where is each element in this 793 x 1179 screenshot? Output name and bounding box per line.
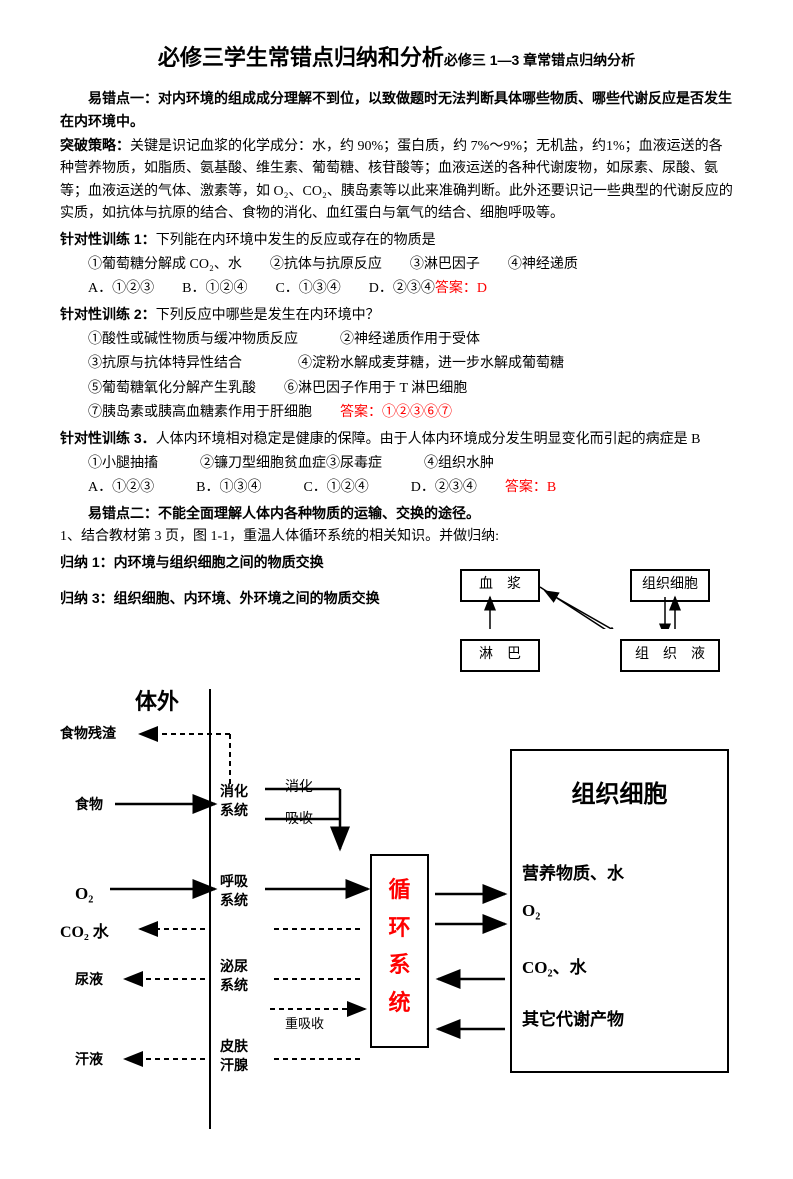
circulation-system-text: 循 环 系 统	[372, 871, 427, 1021]
tissue-cell-title: 组织细胞	[512, 776, 727, 814]
skin-sweat-label: 皮肤 汗腺	[220, 1039, 248, 1075]
training-1-question: 下列能在内环境中发生的反应或存在的物质是	[156, 233, 436, 248]
urinary-system-label: 泌尿 系统	[220, 959, 248, 995]
sweat-label: 汗液	[75, 1050, 103, 1072]
error-point-2-line1: 1、结合教材第 3 页，图 1-1，重温人体循环系统的相关知识。并做归纳:	[60, 526, 733, 548]
training-3-options: ①小腿抽搐 ②镰刀型细胞贫血症③尿毒症 ④组织水肿	[60, 453, 733, 475]
training-1-choices: A．①②③ B．①②④ C．①③④ D．②③④	[88, 281, 435, 296]
strategy-text: 关键是识记血浆的化学成分：水，约 90%；蛋白质，约 7%～9%；无机盐，约1%…	[60, 139, 733, 221]
error-point-2-header: 易错点二：不能全面理解人体内各种物质的运输、交换的途径。	[60, 502, 733, 524]
material-exchange-diagram: 血 浆 组织细胞 淋 巴 组 织 液 体外	[60, 619, 733, 1139]
tissue-cell-box: 组织细胞	[630, 569, 710, 601]
training-3-choices: A．①②③ B．①③④ C．①②④ D．②③④	[88, 480, 477, 495]
training-1: 针对性训练 1：下列能在内环境中发生的反应或存在的物质是	[60, 228, 733, 252]
tissue-cell-big-box: 组织细胞 营养物质、水 O₂ CO₂、水 其它代谢产物	[510, 749, 729, 1073]
training-3-label: 针对性训练 3．	[60, 430, 156, 446]
training-2-label: 针对性训练 2：	[60, 306, 156, 322]
training-2-opt1: ①酸性或碱性物质与缓冲物质反应 ②神经递质作用于受体	[60, 329, 733, 351]
strategy-label: 突破策略：	[60, 137, 130, 153]
plasma-box: 血 浆	[460, 569, 540, 601]
outside-label: 体外	[135, 684, 179, 719]
o2-right-label: O₂	[522, 897, 727, 924]
other-products-label: 其它代谢产物	[522, 1006, 727, 1033]
title-sub: 必修三 1—3 章常错点归纳分析	[444, 52, 635, 68]
absorb-label: 吸收	[285, 809, 313, 831]
digest-label: 消化	[285, 777, 313, 799]
training-3-question: 人体内环境相对稳定是健康的保障。由于人体内环境成分发生明显变化而引起的病症是 B	[156, 432, 701, 447]
training-2-opt4: ⑦胰岛素或胰高血糖素作用于肝细胞	[88, 405, 312, 420]
title-main: 必修三学生常错点归纳和分析	[158, 45, 444, 70]
tissue-fluid-box: 组 织 液	[620, 639, 720, 671]
o2-label: O₂	[75, 880, 93, 907]
nutrients-label: 营养物质、水	[522, 860, 727, 887]
training-1-options: ①葡萄糖分解成 CO₂、水 ②抗体与抗原反应 ③淋巴因子 ④神经递质	[60, 254, 733, 276]
training-1-choices-line: A．①②③ B．①②④ C．①③④ D．②③④答案：D	[60, 278, 733, 300]
training-2-question: 下列反应中哪些是发生在内环境中？	[156, 308, 380, 323]
training-2-opt2: ③抗原与抗体特异性结合 ④淀粉水解成麦芽糖，进一步水解成葡萄糖	[60, 353, 733, 375]
food-label: 食物	[75, 795, 103, 817]
training-2: 针对性训练 2：下列反应中哪些是发生在内环境中？	[60, 303, 733, 327]
training-3: 针对性训练 3．人体内环境相对稳定是健康的保障。由于人体内环境成分发生明显变化而…	[60, 427, 733, 451]
page-title: 必修三学生常错点归纳和分析必修三 1—3 章常错点归纳分析	[60, 40, 733, 75]
strategy-paragraph: 突破策略：关键是识记血浆的化学成分：水，约 90%；蛋白质，约 7%～9%；无机…	[60, 134, 733, 226]
urine-label: 尿液	[75, 970, 103, 992]
circulation-system-box: 循 环 系 统	[370, 854, 429, 1048]
reabsorb-label: 重吸收	[285, 1014, 324, 1035]
training-1-answer: 答案：D	[435, 281, 487, 296]
training-2-opt4-line: ⑦胰岛素或胰高血糖素作用于肝细胞 答案：①②③⑥⑦	[60, 402, 733, 424]
respiration-system-label: 呼吸 系统	[220, 874, 248, 910]
error-point-1-header: 易错点一：对内环境的组成成分理解不到位，以致做题时无法判断具体哪些物质、哪些代谢…	[60, 87, 733, 132]
food-residue-label: 食物残渣	[60, 724, 116, 746]
co2-water-right-label: CO₂、水	[522, 954, 727, 981]
lymph-box: 淋 巴	[460, 639, 540, 671]
training-1-label: 针对性训练 1：	[60, 231, 156, 247]
digestion-system-label: 消化 系统	[220, 784, 248, 820]
training-2-answer: 答案：①②③⑥⑦	[340, 405, 452, 420]
co2-water-label: CO₂ 水	[60, 920, 109, 946]
training-3-choices-line: A．①②③ B．①③④ C．①②④ D．②③④ 答案：B	[60, 477, 733, 499]
training-2-opt3: ⑤葡萄糖氧化分解产生乳酸 ⑥淋巴因子作用于 T 淋巴细胞	[60, 378, 733, 400]
training-3-answer: 答案：B	[505, 480, 556, 495]
